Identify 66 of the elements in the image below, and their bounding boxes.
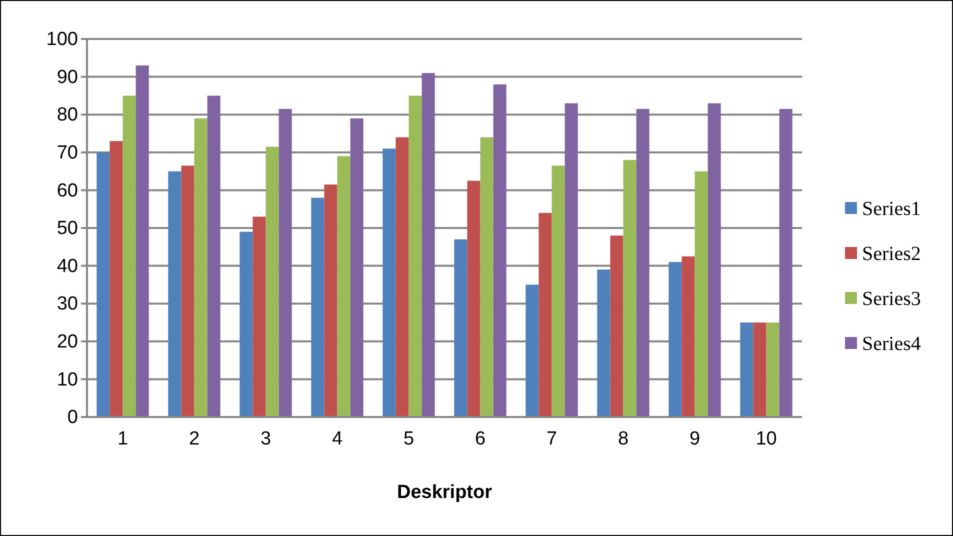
bar: [408, 96, 422, 417]
bar: [526, 284, 539, 417]
y-tick-label: 40: [56, 256, 78, 277]
y-tick-label: 60: [56, 180, 78, 202]
bar: [96, 152, 110, 417]
x-tick-label: 1: [117, 428, 128, 450]
x-tick-label: 3: [260, 428, 272, 450]
bar: [278, 108, 292, 417]
x-axis-title: Deskriptor: [396, 482, 493, 503]
bar: [753, 322, 766, 417]
bar: [668, 262, 682, 417]
bar: [694, 171, 708, 417]
bar: [252, 216, 266, 417]
bar: [467, 180, 480, 417]
y-tick-label: 80: [56, 104, 78, 126]
bar: [623, 160, 636, 417]
bar: [610, 236, 624, 417]
bar: [779, 108, 792, 417]
bar: [110, 141, 123, 417]
y-tick-label: 30: [56, 294, 78, 315]
x-tick-label: 6: [474, 428, 486, 450]
bar: [324, 184, 338, 417]
legend-label: Series1: [862, 198, 921, 220]
bar: [311, 198, 324, 417]
y-tick-label: 50: [56, 218, 78, 240]
bar: [207, 96, 220, 417]
bar: [480, 137, 494, 417]
bar: [136, 65, 149, 417]
y-tick-label: 70: [56, 142, 78, 164]
x-tick-label: 10: [756, 428, 777, 450]
bar: [597, 270, 610, 417]
bar: [266, 146, 279, 417]
bar: [708, 103, 721, 417]
x-tick-label: 8: [618, 428, 629, 450]
bar: [538, 212, 552, 417]
y-tick-label: 0: [67, 407, 78, 428]
bar: [454, 239, 468, 417]
bar: [181, 166, 194, 417]
legend-label: Series3: [862, 288, 921, 310]
legend-label: Series4: [862, 333, 921, 355]
y-tick-label: 10: [56, 369, 78, 390]
bar: [194, 118, 208, 417]
x-tick-label: 2: [188, 428, 200, 450]
bar: [552, 166, 565, 417]
x-tick-label: 5: [403, 428, 414, 450]
bar: [564, 103, 578, 417]
bar: [350, 118, 364, 417]
y-tick-label: 20: [56, 331, 78, 352]
bar: [422, 73, 435, 417]
bar: [240, 232, 253, 417]
bar: [396, 137, 409, 417]
x-tick-label: 4: [332, 428, 343, 450]
legend-label: Series2: [862, 243, 921, 265]
bar: [493, 84, 506, 417]
bar: [382, 148, 396, 417]
bar: [168, 171, 182, 417]
bar: [740, 322, 754, 417]
bar: [122, 96, 136, 417]
bar: [636, 108, 650, 417]
bar: [766, 322, 780, 417]
x-tick-label: 7: [546, 428, 558, 450]
x-tick-label: 9: [689, 428, 700, 450]
bar: [337, 156, 350, 417]
y-tick-label: 90: [56, 66, 78, 88]
y-tick-label: 100: [46, 29, 78, 50]
bar: [682, 256, 695, 417]
